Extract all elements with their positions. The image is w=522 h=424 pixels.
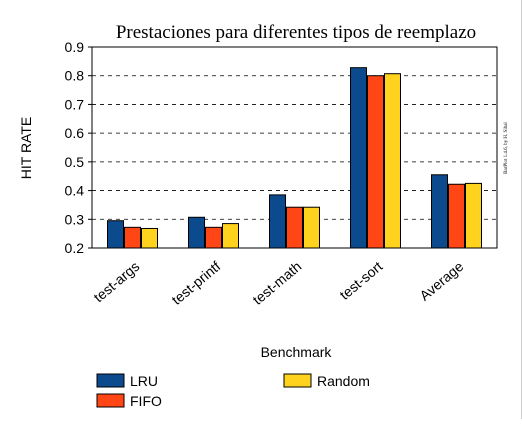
bar-random-test-math: [303, 206, 320, 249]
y-axis-label: HIT RATE: [18, 117, 34, 180]
plot-area-frame: [91, 46, 498, 249]
legend: LRU FIFO Random: [96, 373, 370, 409]
legend-label-fifo: FIFO: [130, 393, 162, 409]
bar-fifo-test-math: [286, 206, 303, 249]
bar-random-test-sort: [384, 73, 401, 249]
bar-lru-average: [431, 174, 448, 249]
y-tick-label: 0.5: [65, 154, 85, 170]
legend-label-lru: LRU: [130, 373, 158, 389]
x-category-label: test-args: [90, 258, 142, 305]
x-category-label: test-math: [249, 258, 304, 308]
legend-swatch-random: [283, 373, 312, 388]
y-tick-label: 0.7: [65, 96, 85, 112]
y-tick-label: 0.8: [65, 68, 85, 84]
gridlines: [92, 75, 497, 220]
bar-fifo-test-sort: [367, 75, 384, 249]
y-tick-label: 0.6: [65, 125, 85, 141]
y-tick-label: 0.2: [65, 240, 85, 256]
credit-text: BarPlot 1.4.6, by H. Sihal: [504, 122, 509, 174]
y-tick-label: 0.9: [65, 39, 85, 55]
y-tick-label: 0.4: [65, 183, 85, 199]
bar-lru-test-printf: [188, 216, 205, 249]
y-axis-ticks: 0.2 0.3 0.4 0.5 0.6 0.7 0.8 0.9: [65, 39, 92, 256]
bars: [107, 67, 482, 249]
x-category-label: Average: [416, 258, 466, 304]
x-axis-label: Benchmark: [261, 344, 333, 360]
y-tick-label: 0.3: [65, 211, 85, 227]
bar-fifo-test-printf: [205, 226, 222, 249]
legend-label-random: Random: [317, 373, 370, 389]
bar-lru-test-math: [269, 194, 286, 249]
bar-random-test-printf: [222, 223, 239, 249]
chart-title: Prestaciones para diferentes tipos de re…: [116, 22, 476, 43]
bar-random-test-args: [141, 227, 158, 249]
bar-lru-test-sort: [350, 67, 367, 249]
x-category-label: test-sort: [336, 258, 385, 303]
bar-lru-test-args: [107, 220, 124, 249]
bar-random-average: [465, 182, 482, 249]
bar-fifo-average: [448, 183, 465, 249]
legend-swatch-lru: [96, 373, 125, 388]
x-category-label: test-printf: [168, 258, 223, 308]
x-axis-ticks: test-args test-printf test-math test-sort Av…: [90, 258, 466, 308]
bar-fifo-test-args: [124, 226, 141, 249]
legend-swatch-fifo: [96, 393, 125, 408]
